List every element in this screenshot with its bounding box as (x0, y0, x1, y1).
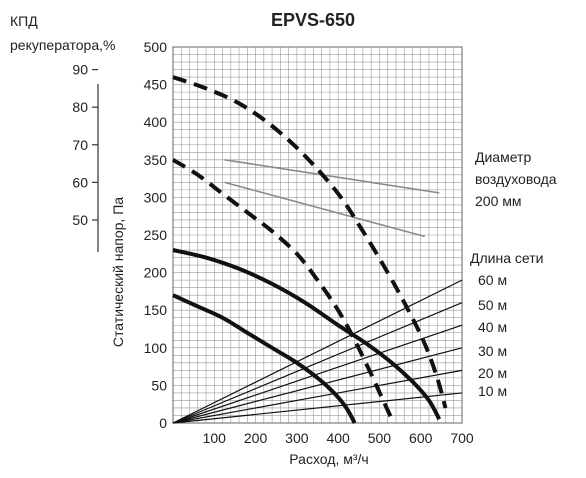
fan-curve-solid (172, 248, 442, 421)
duct-label-2: воздуховода (475, 171, 557, 187)
y-tick-label: 100 (144, 340, 168, 356)
efficiency-axis-label-2: рекуператора,% (10, 37, 115, 53)
y-tick-label: 50 (151, 377, 167, 393)
x-tick-label: 200 (244, 430, 268, 446)
duct-label-1: Диаметр (475, 149, 531, 165)
network-line (172, 279, 463, 424)
network-length-label: 10 м (478, 383, 507, 399)
curves (171, 75, 463, 424)
grid (172, 46, 463, 424)
labels: 100 200 300 400 500 600 700 0 50 100 150 200 250 300 3… (72, 39, 507, 446)
y-tick-label: 0 (159, 415, 167, 431)
efficiency-tick-label: 60 (72, 174, 88, 190)
x-tick-label: 300 (285, 430, 309, 446)
network-length-label: 60 м (478, 272, 507, 288)
fan-curve-solid (172, 293, 357, 424)
network-line (172, 324, 463, 424)
network-length-label: 50 м (478, 297, 507, 313)
network-length-label: 20 м (478, 365, 507, 381)
fan-curve-dashed (172, 75, 448, 409)
x-tick-label: 600 (409, 430, 433, 446)
efficiency-axis-label-1: КПД (10, 13, 38, 29)
duct-efficiency-line (224, 181, 426, 238)
y-tick-label: 200 (144, 265, 168, 281)
network-line (172, 392, 463, 424)
network-line (172, 369, 463, 424)
y-tick-label: 500 (144, 39, 168, 55)
duct-efficiency-line (224, 159, 440, 194)
axes (92, 68, 99, 252)
y-tick-label: 350 (144, 152, 168, 168)
efficiency-tick-label: 70 (72, 137, 88, 153)
duct-label-3: 200 мм (475, 193, 522, 209)
efficiency-tick-label: 50 (72, 212, 88, 228)
plot-frame (172, 46, 463, 424)
network-line (172, 347, 463, 424)
x-tick-label: 500 (368, 430, 392, 446)
chart-title: EPVS-650 (271, 10, 355, 30)
y-tick-label: 150 (144, 302, 168, 318)
y-tick-label: 400 (144, 114, 168, 130)
x-tick-label: 400 (326, 430, 350, 446)
x-axis-label: Расход, м³/ч (289, 451, 368, 467)
x-tick-label: 700 (450, 430, 474, 446)
y-tick-label: 300 (144, 189, 168, 205)
y-tick-label: 250 (144, 227, 168, 243)
network-length-label: 40 м (478, 319, 507, 335)
efficiency-tick-label: 80 (72, 99, 88, 115)
network-length-label: 30 м (478, 343, 507, 359)
network-length-title: Длина сети (470, 250, 543, 266)
x-tick-label: 100 (203, 430, 227, 446)
efficiency-tick-label: 90 (72, 62, 88, 78)
fan-curve-dashed (171, 158, 394, 421)
y-axis-label: Статический напор, Па (110, 197, 126, 347)
y-tick-label: 450 (144, 77, 168, 93)
